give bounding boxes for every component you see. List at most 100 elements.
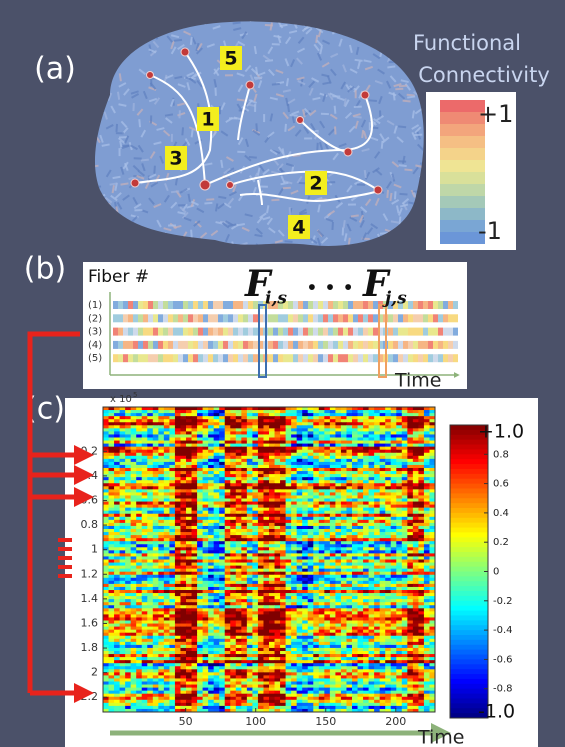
strip-cell [173,301,178,309]
heatmap-texture [275,486,281,490]
heatmap-texture [380,489,386,493]
heatmap-texture [203,596,209,600]
heatmap-texture [280,505,286,509]
heatmap-texture [114,495,120,499]
heatmap-texture [308,425,314,429]
texture-stroke [408,67,411,74]
heatmap-texture [380,434,386,438]
texture-stroke [411,244,415,251]
heatmap-texture [369,541,375,545]
heatmap-texture [109,563,115,567]
texture-stroke [116,226,122,231]
heatmap-texture [241,560,247,564]
heatmap-texture [413,569,419,573]
heatmap-texture [241,538,247,542]
heatmap-texture [241,508,247,512]
heatmap-texture [269,495,275,499]
heatmap-texture [175,587,181,591]
heatmap-texture [241,526,247,530]
heatmap-texture [219,560,225,564]
heatmap-texture [391,505,397,509]
heatmap-texture [241,468,247,472]
heatmap-texture [147,599,153,603]
heatmap-texture [142,563,148,567]
heatmap-texture [175,575,181,579]
heatmap-texture [286,572,292,576]
heatmap-texture [369,581,375,585]
heatmap-texture [324,474,330,478]
heatmap-texture [275,578,281,582]
heatmap-texture [180,517,186,521]
heatmap-texture [236,447,242,451]
heatmap-texture [275,505,281,509]
heatmap-texture [136,523,142,527]
heatmap-texture [186,416,192,420]
heatmap-texture [335,517,341,521]
texture-stroke [266,247,273,250]
heatmap-texture [197,517,203,521]
heatmap-texture [330,572,336,576]
heatmap-texture [358,462,364,466]
heatmap-texture [391,459,397,463]
heatmap-texture [180,465,186,469]
heatmap-texture [131,499,137,503]
heatmap-texture [263,450,269,454]
heatmap-texture [407,553,413,557]
heatmap-texture [275,468,281,472]
heatmap-texture [335,572,341,576]
heatmap-texture [324,526,330,530]
heatmap-texture [363,459,369,463]
heatmap-texture [158,563,164,567]
heatmap-texture [280,450,286,454]
heatmap-texture [136,456,142,460]
heatmap-texture [341,419,347,423]
heatmap-texture [341,502,347,506]
heatmap-texture [286,407,292,411]
heatmap-texture [263,456,269,460]
heatmap-texture [263,471,269,475]
heatmap-texture [175,566,181,570]
heatmap-texture [280,453,286,457]
heatmap-texture [341,538,347,542]
heatmap-texture [230,425,236,429]
heatmap-texture [402,456,408,460]
heatmap-texture [103,459,109,463]
heatmap-texture [203,578,209,582]
heatmap-texture [131,517,137,521]
heatmap-texture [396,474,402,478]
heatmap-texture [131,480,137,484]
heatmap-texture [385,474,391,478]
heatmap-texture [186,541,192,545]
heatmap-texture [335,489,341,493]
heatmap-texture [230,447,236,451]
heatmap-texture [297,465,303,469]
heatmap-texture [346,535,352,539]
heatmap-texture [363,535,369,539]
heatmap-texture [208,593,214,597]
heatmap-texture [131,553,137,557]
heatmap-texture [142,492,148,496]
heatmap-texture [247,599,253,603]
strip-cell [423,341,428,349]
heatmap-texture [225,465,231,469]
texture-stroke [353,21,361,22]
heatmap-texture [418,550,424,554]
heatmap-texture [407,508,413,512]
heatmap-texture [330,556,336,560]
heatmap-texture [369,441,375,445]
heatmap-texture [407,581,413,585]
heatmap-texture [219,477,225,481]
heatmap-texture [241,441,247,445]
heatmap-texture [252,560,258,564]
heatmap-texture [158,544,164,548]
heatmap-texture [114,529,120,533]
heatmap-texture [114,541,120,545]
heatmap-texture [142,572,148,576]
heatmap-texture [120,425,126,429]
heatmap-texture [197,450,203,454]
strip-cell [363,328,368,336]
heatmap-texture [346,584,352,588]
heatmap-texture [358,480,364,484]
strip-cell [128,341,133,349]
heatmap-texture [169,428,175,432]
